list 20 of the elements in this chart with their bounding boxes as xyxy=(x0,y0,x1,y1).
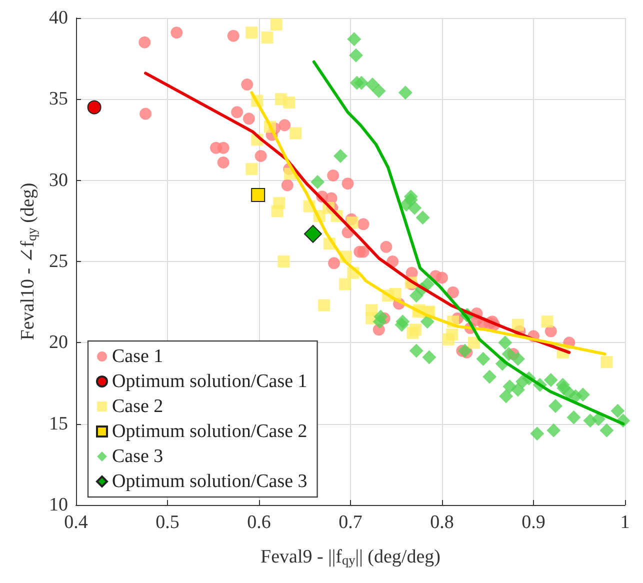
x-axis-title: Feval9 - ||fqy|| (deg/deg) xyxy=(260,546,440,568)
x-tick-label: 0.6 xyxy=(247,512,271,533)
y-tick-label: 40 xyxy=(49,8,68,28)
legend-label: Optimum solution/Case 3 xyxy=(112,471,308,492)
y-axis-title: Feval10 - ∠fqy (deg) xyxy=(18,182,39,340)
x-tick-label: 0.7 xyxy=(338,512,362,533)
legend-label: Optimum solution/Case 1 xyxy=(112,371,308,392)
legend-label: Optimum solution/Case 2 xyxy=(112,421,308,442)
y-tick-label: 30 xyxy=(49,170,68,191)
legend-label: Case 3 xyxy=(112,446,164,467)
x-tick-label: 0.8 xyxy=(430,512,454,533)
y-tick-label: 20 xyxy=(49,332,68,354)
y-tick-label: 15 xyxy=(49,413,68,434)
x-tick-label: 0.9 xyxy=(522,512,546,533)
y-tick-label: 35 xyxy=(49,88,68,110)
x-tick-label: 1 xyxy=(620,512,630,533)
legend-label: Case 1 xyxy=(112,346,164,367)
x-tick-label: 0.5 xyxy=(156,512,180,533)
legend-label: Case 2 xyxy=(112,396,164,417)
y-tick-label: 25 xyxy=(49,251,68,272)
